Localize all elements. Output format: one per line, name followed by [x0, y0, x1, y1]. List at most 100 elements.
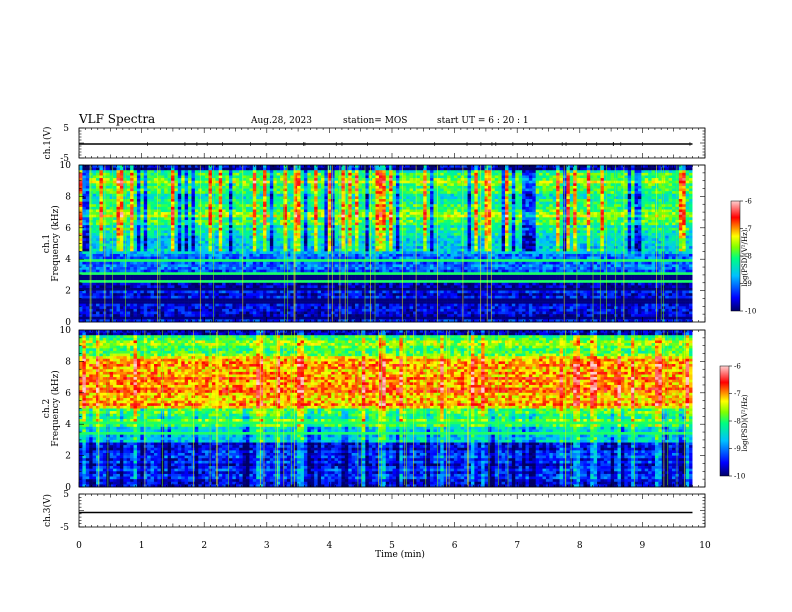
spectrogram-cell: [205, 178, 209, 181]
spectrogram-cell: [191, 181, 195, 184]
spectrogram-cell: [123, 170, 127, 173]
spectrogram-cell: [331, 173, 335, 176]
spectrogram-cell: [341, 175, 345, 178]
spectrogram-cell: [406, 173, 410, 176]
spectrogram-cell: [604, 165, 608, 168]
spectrogram-cell: [181, 168, 185, 171]
spectrogram-cell: [335, 168, 339, 171]
spectrogram-cell: [290, 186, 294, 189]
spectrogram-cell: [525, 165, 529, 168]
spectrogram-cell: [675, 183, 679, 186]
spectrogram-cell: [406, 165, 410, 168]
spectrogram-cell: [191, 165, 195, 168]
spectrogram-cell: [519, 170, 523, 173]
spectrogram-cell: [491, 168, 495, 171]
spectrogram-cell: [352, 170, 356, 173]
spectrogram-cell: [321, 178, 325, 181]
spectrogram-cell: [348, 175, 352, 178]
spectrogram-cell: [140, 186, 144, 189]
spectrogram-cell: [457, 173, 461, 176]
spectrogram-cell: [321, 165, 325, 168]
spectrogram-cell: [348, 178, 352, 181]
spectrogram-cell: [120, 175, 124, 178]
spectrogram-cell: [324, 175, 328, 178]
spectrogram-cell: [260, 165, 264, 168]
spectrogram-cell: [134, 189, 138, 192]
spectrogram-cell: [314, 189, 318, 192]
spectrogram-cell: [301, 191, 305, 194]
spectrogram-cell: [185, 178, 189, 181]
spectrogram-cell: [641, 186, 645, 189]
spectrogram-cell: [239, 189, 243, 192]
spectrogram-cell: [130, 181, 134, 184]
spectrogram-cell: [352, 175, 356, 178]
spectrogram-cell: [607, 186, 611, 189]
spectrogram-cell: [614, 168, 618, 171]
spectrogram-cell: [427, 183, 431, 186]
spectrogram-cell: [382, 173, 386, 176]
spectrogram-cell: [444, 165, 448, 168]
spectrogram-cell: [423, 181, 427, 184]
spectrogram-cell: [515, 183, 519, 186]
spectrogram-cell: [556, 189, 560, 192]
spectrogram-cell: [304, 181, 308, 184]
spectrogram-cell: [318, 170, 322, 173]
spectrogram-cell: [396, 168, 400, 171]
spectrogram-cell: [641, 168, 645, 171]
spectrogram-cell: [519, 189, 523, 192]
spectrogram-cell: [263, 191, 267, 194]
spectrogram-cell: [658, 181, 662, 184]
spectrogram-cell: [451, 165, 455, 168]
spectrogram-cell: [185, 189, 189, 192]
spectrogram-cell: [86, 191, 90, 194]
spectrogram-cell: [536, 168, 540, 171]
spectrogram-cell: [226, 189, 230, 192]
spectrogram-cell: [260, 168, 264, 171]
spectrogram-cell: [209, 178, 213, 181]
spectrogram-cell: [614, 189, 618, 192]
spectrogram-cell: [311, 191, 315, 194]
spectrogram-cell: [403, 189, 407, 192]
spectrogram-cell: [556, 183, 560, 186]
spectrogram-cell: [127, 175, 131, 178]
spectrogram-cell: [410, 178, 414, 181]
spectrogram-cell: [403, 170, 407, 173]
spectrogram-cell: [134, 181, 138, 184]
spectrogram-cell: [263, 170, 267, 173]
spectrogram-cell: [635, 178, 639, 181]
spectrogram-cell: [423, 173, 427, 176]
spectrogram-cell: [553, 178, 557, 181]
spectrogram-cell: [539, 175, 543, 178]
spectrogram-cell: [239, 181, 243, 184]
spectrogram-cell: [382, 170, 386, 173]
spectrogram-cell: [464, 186, 468, 189]
spectrogram-cell: [529, 175, 533, 178]
spectrogram-cell: [471, 175, 475, 178]
spectrogram-cell: [573, 178, 577, 181]
spectrogram-cell: [447, 168, 451, 171]
spectrogram-cell: [164, 175, 168, 178]
spectrogram-cell: [253, 170, 257, 173]
spectrogram-cell: [570, 189, 574, 192]
spectrogram-cell: [427, 178, 431, 181]
spectrogram-cell: [427, 175, 431, 178]
spectrogram-cell: [607, 178, 611, 181]
spectrogram-cell: [423, 186, 427, 189]
spectrogram-cell: [277, 191, 281, 194]
spectrogram-cell: [420, 186, 424, 189]
spectrogram-cell: [594, 173, 598, 176]
spectrogram-cell: [106, 186, 110, 189]
spectrogram-cell: [665, 175, 669, 178]
spectrogram-cell: [474, 178, 478, 181]
spectrogram-cell: [573, 181, 577, 184]
spectrogram-cell: [607, 168, 611, 171]
spectrogram-cell: [365, 186, 369, 189]
spectrogram-cell: [570, 168, 574, 171]
spectrogram-cell: [253, 191, 257, 194]
spectrogram-cell: [590, 186, 594, 189]
spectrogram-cell: [181, 186, 185, 189]
spectrogram-cell: [358, 170, 362, 173]
spectrogram-cell: [386, 183, 390, 186]
spectrogram-cell: [93, 165, 97, 168]
spectrogram-cell: [628, 189, 632, 192]
